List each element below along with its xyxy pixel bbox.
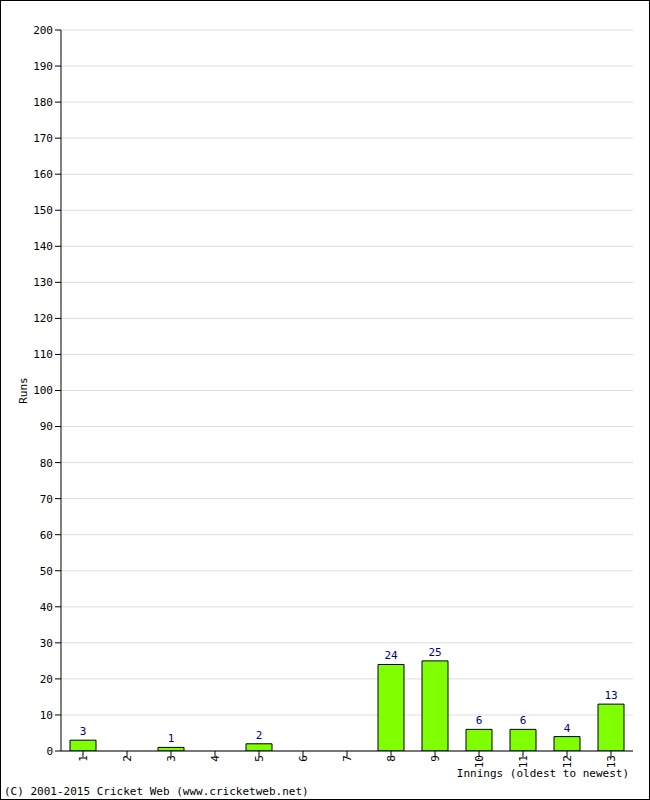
svg-text:4: 4 <box>209 755 222 762</box>
svg-text:11: 11 <box>517 755 530 768</box>
svg-text:140: 140 <box>33 240 53 253</box>
svg-text:200: 200 <box>33 24 53 37</box>
svg-text:6: 6 <box>476 714 483 727</box>
svg-text:6: 6 <box>297 755 310 762</box>
svg-text:13: 13 <box>604 689 617 702</box>
svg-text:80: 80 <box>40 457 53 470</box>
svg-text:2: 2 <box>256 729 263 742</box>
svg-text:130: 130 <box>33 276 53 289</box>
svg-text:5: 5 <box>253 755 266 762</box>
svg-text:160: 160 <box>33 168 53 181</box>
svg-text:2: 2 <box>121 755 134 762</box>
html-text:(C) 2001-2015 Cricket Web (www: (C) 2001-2015 Cricket Web (www.cricketwe… <box>4 785 309 798</box>
svg-text:20: 20 <box>40 673 53 686</box>
svg-text:150: 150 <box>33 204 53 217</box>
svg-text:1: 1 <box>168 732 175 745</box>
svg-text:7: 7 <box>341 755 354 762</box>
svg-text:Runs: Runs <box>17 377 30 404</box>
svg-text:10: 10 <box>40 709 53 722</box>
svg-text:4: 4 <box>564 722 571 735</box>
svg-text:12: 12 <box>561 755 574 768</box>
html-text:Innings (oldest to newest): Innings (oldest to newest) <box>456 767 629 780</box>
svg-text:90: 90 <box>40 420 53 433</box>
svg-text:25: 25 <box>428 646 441 659</box>
svg-text:110: 110 <box>33 348 53 361</box>
svg-text:0: 0 <box>46 745 53 758</box>
svg-text:10: 10 <box>473 755 486 768</box>
svg-text:70: 70 <box>40 493 53 506</box>
svg-text:3: 3 <box>165 755 178 762</box>
svg-text:13: 13 <box>605 755 618 768</box>
svg-text:40: 40 <box>40 601 53 614</box>
svg-text:8: 8 <box>385 755 398 762</box>
svg-text:1: 1 <box>77 755 90 762</box>
svg-text:180: 180 <box>33 96 53 109</box>
svg-text:190: 190 <box>33 60 53 73</box>
svg-text:3: 3 <box>80 725 87 738</box>
svg-text:9: 9 <box>429 755 442 762</box>
svg-text:30: 30 <box>40 637 53 650</box>
svg-text:6: 6 <box>520 714 527 727</box>
svg-text:100: 100 <box>33 384 53 397</box>
svg-text:60: 60 <box>40 529 53 542</box>
svg-text:50: 50 <box>40 565 53 578</box>
svg-text:120: 120 <box>33 312 53 325</box>
svg-text:170: 170 <box>33 132 53 145</box>
svg-text:24: 24 <box>384 649 398 662</box>
